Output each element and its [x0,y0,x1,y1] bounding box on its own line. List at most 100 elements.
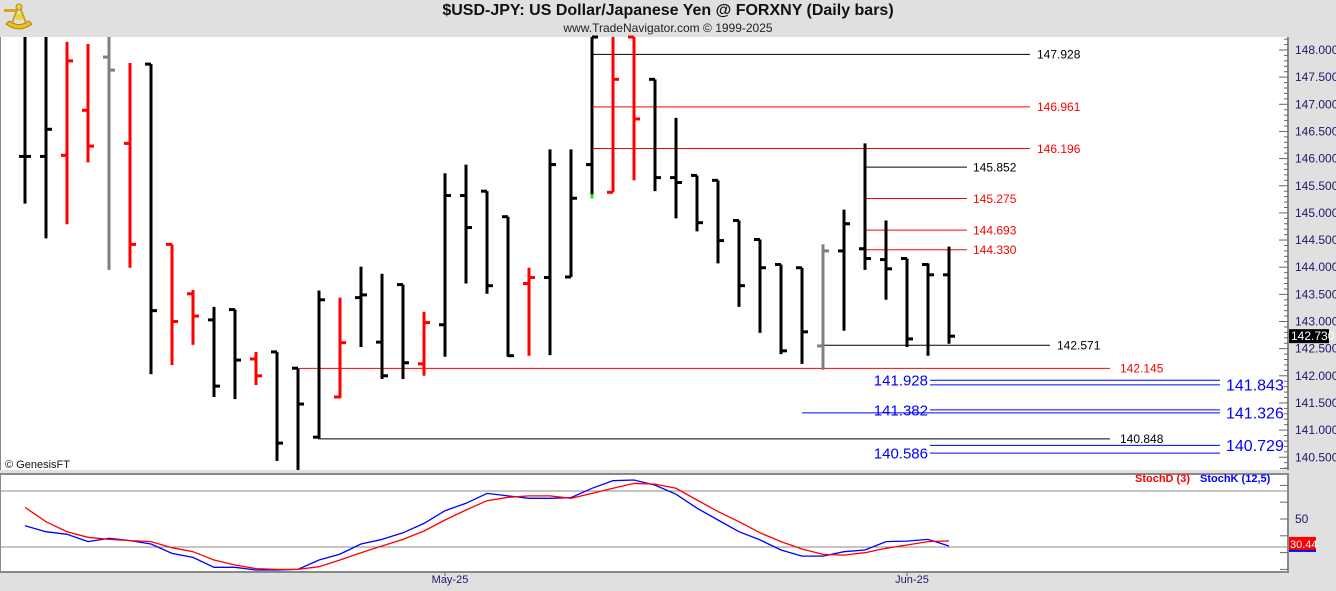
date-tick-label: Jun-25 [895,574,929,586]
price-tick-label: 142.500 [1295,342,1336,356]
level-label: 142.571 [1057,339,1101,353]
date-axis: May-25 Jun-25 [432,572,929,586]
ohlc-bar [775,262,787,355]
chart-subtitle: www.TradeNavigator.com © 1999-2025 [563,21,773,35]
ohlc-bar [943,246,955,344]
ohlc-bar [355,266,367,348]
ohlc-bar [880,220,892,300]
ohlc-bar [607,37,619,194]
copyright-label: © GenesisFT [5,459,70,471]
price-tick-label: 147.500 [1295,70,1336,84]
level-lines: 147.928 146.961 146.196 145.852 145.275 144.6… [299,48,1284,462]
ohlc-bar [502,215,514,358]
ohlc-bar [922,262,934,356]
ohlc-bar [733,219,745,307]
stochk-legend: StochK (12,5) [1200,473,1271,485]
ohlc-bar [481,189,493,294]
level-label: 142.145 [1120,362,1164,376]
ohlc-bar [628,35,640,181]
ohlc-bar [901,257,913,348]
ohlc-bar [859,143,871,270]
level-label: 145.275 [973,192,1017,206]
price-axis: 148.000 147.500 147.000 146.500 146.000 145.5… [1279,38,1336,469]
ohlc-bar [250,351,262,386]
ohlc-bar [586,35,598,199]
ohlc-bar [271,350,283,462]
ohlc-bar [103,37,115,270]
ohlc-bar [397,283,409,380]
ohlc-bar [691,173,703,232]
date-tick-label: May-25 [432,574,469,586]
price-tick-label: 143.000 [1295,315,1336,329]
ohlc-bar [82,44,94,163]
level-label: 141.843 [1226,378,1284,395]
price-bars [19,35,955,470]
level-label: 145.852 [973,160,1017,174]
ohlc-bar [166,242,178,365]
ohlc-bar [670,117,682,219]
stochd-value-box [1289,536,1316,550]
price-tick-label: 142.000 [1295,369,1336,383]
ohlc-bar [523,267,535,356]
stochk-line [24,479,950,571]
ohlc-bar [292,366,304,470]
stochk-value-box [1289,548,1316,552]
ohlc-bar [19,37,31,204]
level-label: 141.928 [874,373,928,390]
price-tick-label: 144.000 [1295,260,1336,274]
sextant-logo-icon [4,3,33,30]
price-tick-label: 148.000 [1295,43,1336,57]
ohlc-bar [439,173,451,357]
level-label: 144.330 [973,243,1017,257]
level-label: 144.693 [973,223,1017,237]
price-tick-label: 147.000 [1295,97,1336,111]
stochd-value-label: 30.44 [1290,539,1318,551]
ohlc-bar [460,164,472,284]
ohlc-bar [334,297,346,399]
level-label: 147.928 [1037,48,1081,62]
stochd-legend: StochD (3) [1135,473,1190,485]
ohlc-bar [145,62,157,375]
ohlc-bar [796,266,808,364]
ohlc-bar [208,306,220,397]
price-plot-area [0,37,1288,470]
level-label: 141.382 [874,402,928,419]
stochastic-panel: 50 30.44 [0,468,1318,571]
price-tick-label: 144.500 [1295,233,1336,247]
stochd-line [24,482,950,571]
last-price-box [1289,329,1329,344]
price-tick-label: 145.500 [1295,179,1336,193]
price-tick-label: 140.500 [1295,450,1336,464]
price-tick-label: 146.500 [1295,124,1336,138]
ohlc-bar [61,41,73,225]
chart-title: $USD-JPY: US Dollar/Japanese Yen @ FORXN… [442,2,894,19]
ohlc-bar [838,209,850,331]
ohlc-bar [712,178,724,264]
price-tick-label: 141.500 [1295,396,1336,410]
level-label: 140.848 [1120,432,1164,446]
ohlc-bar [229,308,241,400]
ohlc-bar [313,290,325,439]
level-label: 140.729 [1226,438,1284,455]
ohlc-bar [817,244,829,370]
ohlc-bar [544,149,556,356]
level-label: 141.326 [1226,406,1284,423]
price-tick-label: 143.500 [1295,287,1336,301]
ohlc-bar [124,63,136,268]
last-price-label: 142.730 [1291,329,1335,343]
stoch-plot-area [0,473,1289,573]
level-label: 146.961 [1037,100,1081,114]
bar-signal-marker [590,194,594,199]
ohlc-bar [376,273,388,380]
ohlc-bar [187,290,199,345]
ohlc-bar [40,37,52,239]
price-tick-label: 146.000 [1295,152,1336,166]
level-label: 140.586 [874,445,928,462]
stoch-tick-label: 50 [1295,512,1309,526]
level-label: 146.196 [1037,142,1081,156]
ohlc-bar [418,311,430,376]
ohlc-bar [754,238,766,333]
ohlc-bar [565,149,577,279]
ohlc-bar [649,77,661,192]
